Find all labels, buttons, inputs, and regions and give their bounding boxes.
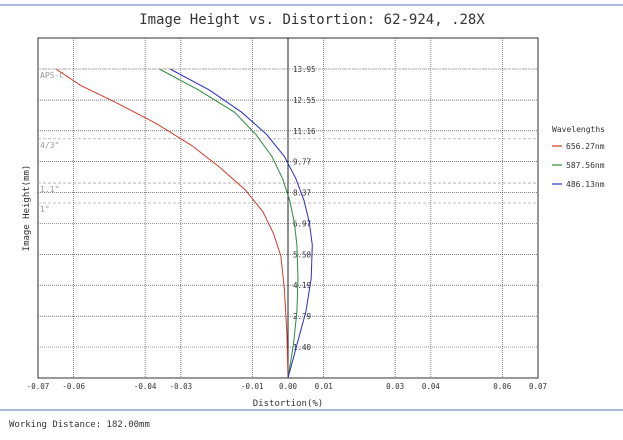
chart-title: Image Height vs. Distortion: 62-924, .28… xyxy=(139,12,485,28)
sensor-label: 1" xyxy=(40,205,50,214)
sensor-label: 1.1" xyxy=(40,185,59,194)
y-tick-label: 8.37 xyxy=(293,189,311,198)
y-tick-label: 2.79 xyxy=(293,312,311,321)
x-tick-label: -0.04 xyxy=(134,382,157,391)
x-tick-label: 0.07 xyxy=(529,382,547,391)
series-line xyxy=(55,68,289,379)
legend-label: 587.56nm xyxy=(566,161,605,170)
x-tick-label: -0.07 xyxy=(27,382,50,391)
sensor-label: APS-C xyxy=(40,71,64,80)
x-tick-label: 0.01 xyxy=(315,382,333,391)
y-tick-label: 13.95 xyxy=(293,65,316,74)
legend-title: Wavelengths xyxy=(552,125,605,134)
y-tick-label: 9.77 xyxy=(293,158,311,167)
y-tick-label: 6.97 xyxy=(293,220,311,229)
y-axis-label: Image Height(mm) xyxy=(22,165,32,252)
x-tick-label: 0.00 xyxy=(279,382,298,391)
series-line xyxy=(159,68,299,379)
x-tick-label: 0.06 xyxy=(493,382,512,391)
x-tick-label: 0.04 xyxy=(422,382,441,391)
x-tick-label: -0.06 xyxy=(62,382,85,391)
x-axis-label: Distortion(%) xyxy=(253,399,323,409)
x-tick-label: -0.03 xyxy=(170,382,193,391)
sensor-label: 4/3" xyxy=(40,141,59,150)
legend-label: 656.27nm xyxy=(566,142,605,151)
working-distance-label: Working Distance: 182.00mm xyxy=(9,420,150,430)
legend-label: 486.13nm xyxy=(566,180,605,189)
y-tick-label: 4.19 xyxy=(293,281,311,290)
y-tick-label: 12.55 xyxy=(293,96,316,105)
y-tick-label: 11.16 xyxy=(293,127,316,136)
x-tick-label: -0.01 xyxy=(241,382,264,391)
y-tick-label: 5.58 xyxy=(293,250,312,259)
y-tick-label: 1.40 xyxy=(293,343,312,352)
x-tick-label: 0.03 xyxy=(386,382,404,391)
series-line xyxy=(169,68,313,379)
